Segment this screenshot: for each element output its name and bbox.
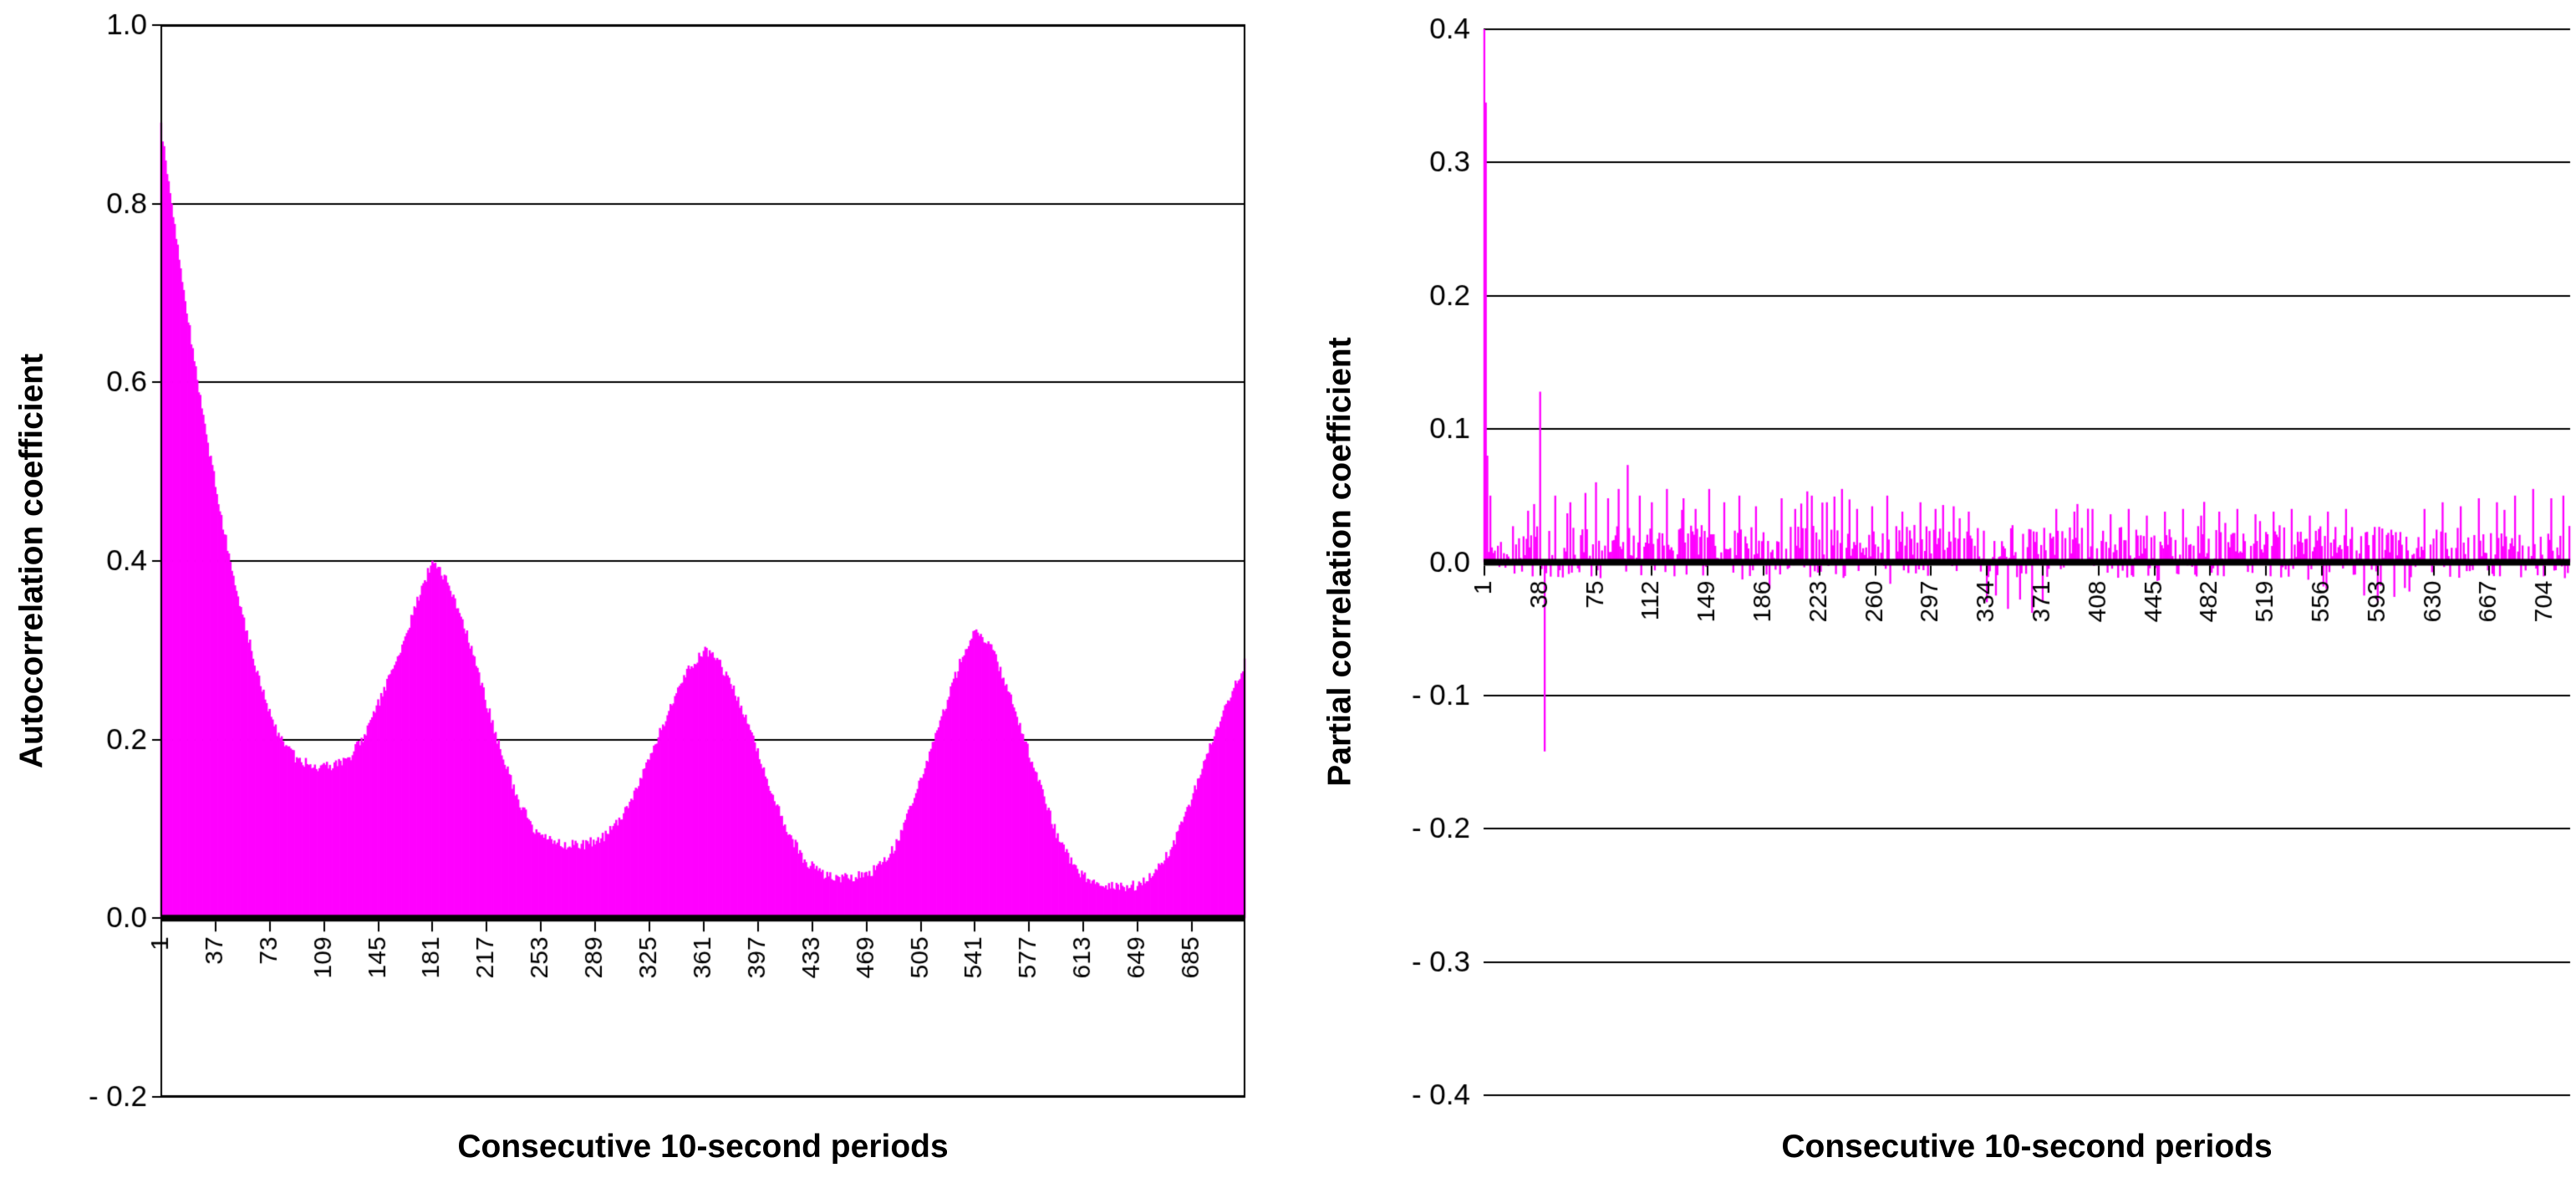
partial-correlation-panel: Partial correlation coefficient Consecut… [1288, 0, 2576, 1183]
autocorrelation-y-axis-title: Autocorrelation coefficient [13, 353, 50, 769]
autocorrelation-x-axis-title: Consecutive 10-second periods [457, 1129, 949, 1165]
partial-correlation-x-axis-title: Consecutive 10-second periods [1781, 1129, 2273, 1165]
partial-correlation-y-axis-title: Partial correlation coefficient [1321, 337, 1358, 787]
partial-correlation-plot [1288, 0, 2576, 1112]
autocorrelation-plot [0, 0, 1288, 1112]
autocorrelation-panel: Autocorrelation coefficient Consecutive … [0, 0, 1288, 1165]
